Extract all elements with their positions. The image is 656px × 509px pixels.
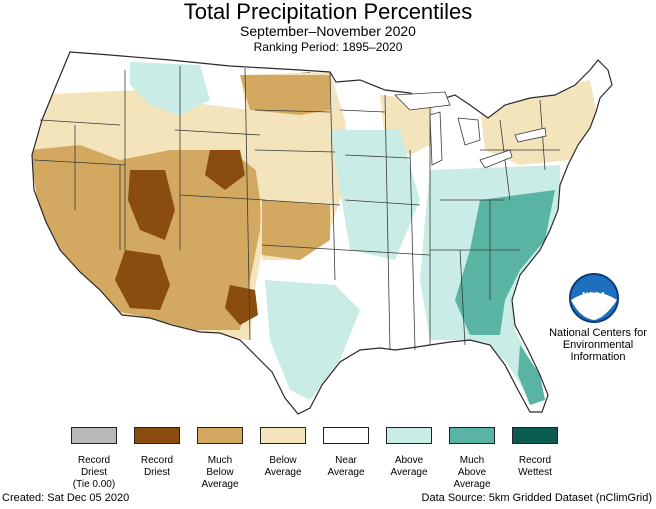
noaa-logo-text: NOAA bbox=[582, 291, 606, 300]
legend-swatch-record-driest-tie bbox=[71, 427, 117, 444]
much-below-average-kansas bbox=[262, 200, 330, 260]
legend-label-record-driest-tie: Record Driest (Tie 0.00) bbox=[72, 455, 116, 490]
agency-name: National Centers for Environmental Infor… bbox=[549, 327, 647, 363]
much-below-average-dakotas bbox=[240, 75, 330, 115]
below-average-northeast bbox=[480, 80, 598, 165]
lake-erie bbox=[479, 149, 513, 169]
legend-swatch-record-wettest bbox=[512, 427, 558, 444]
legend-label-near: Near Average bbox=[327, 455, 365, 478]
above-average-texas bbox=[265, 280, 360, 400]
state-lines bbox=[33, 66, 560, 351]
data-source: Data Source: 5km Gridded Dataset (nClimG… bbox=[421, 492, 652, 504]
lake-ontario bbox=[514, 127, 547, 143]
record-driest-utah bbox=[128, 170, 175, 240]
legend-swatch-above bbox=[386, 427, 432, 444]
created-date: Created: Sat Dec 05 2020 bbox=[2, 492, 130, 504]
legend-label-above: Above Average bbox=[390, 455, 428, 478]
legend-label-record-driest: Record Driest bbox=[140, 455, 174, 478]
legend-swatch-below bbox=[260, 427, 306, 444]
legend-swatch-much-above bbox=[449, 427, 495, 444]
map-title: Total Precipitation Percentiles bbox=[183, 0, 473, 24]
noaa-logo: NOAA bbox=[569, 273, 619, 323]
legend-label-much-above: Much Above Average bbox=[453, 455, 491, 490]
much-above-average-carolinas bbox=[455, 190, 555, 335]
map-subtitle: September–November 2020 bbox=[240, 23, 416, 39]
legend-label-record-wettest: Record Wettest bbox=[518, 455, 552, 478]
legend-label-much-below: Much Below Average bbox=[201, 455, 239, 490]
much-below-average-southwest bbox=[32, 145, 262, 330]
ranking-period: Ranking Period: 1895–2020 bbox=[253, 40, 403, 54]
legend-swatch-near bbox=[323, 427, 369, 444]
great-lakes bbox=[394, 91, 547, 169]
precipitation-fill bbox=[32, 52, 612, 414]
record-driest-arizona bbox=[115, 250, 170, 310]
record-driest-wyoming bbox=[205, 150, 245, 190]
state-borders bbox=[33, 66, 560, 351]
much-above-average-florida bbox=[518, 345, 545, 405]
above-average-montana bbox=[130, 62, 210, 115]
noaa-logo-bird bbox=[571, 292, 617, 320]
legend-label-below: Below Average bbox=[264, 455, 302, 478]
above-average-midwest bbox=[330, 130, 420, 260]
lake-michigan bbox=[429, 111, 443, 166]
lake-superior bbox=[394, 91, 451, 111]
legend-swatch-record-driest bbox=[134, 427, 180, 444]
legend-swatch-much-below bbox=[197, 427, 243, 444]
lake-huron bbox=[457, 117, 481, 146]
